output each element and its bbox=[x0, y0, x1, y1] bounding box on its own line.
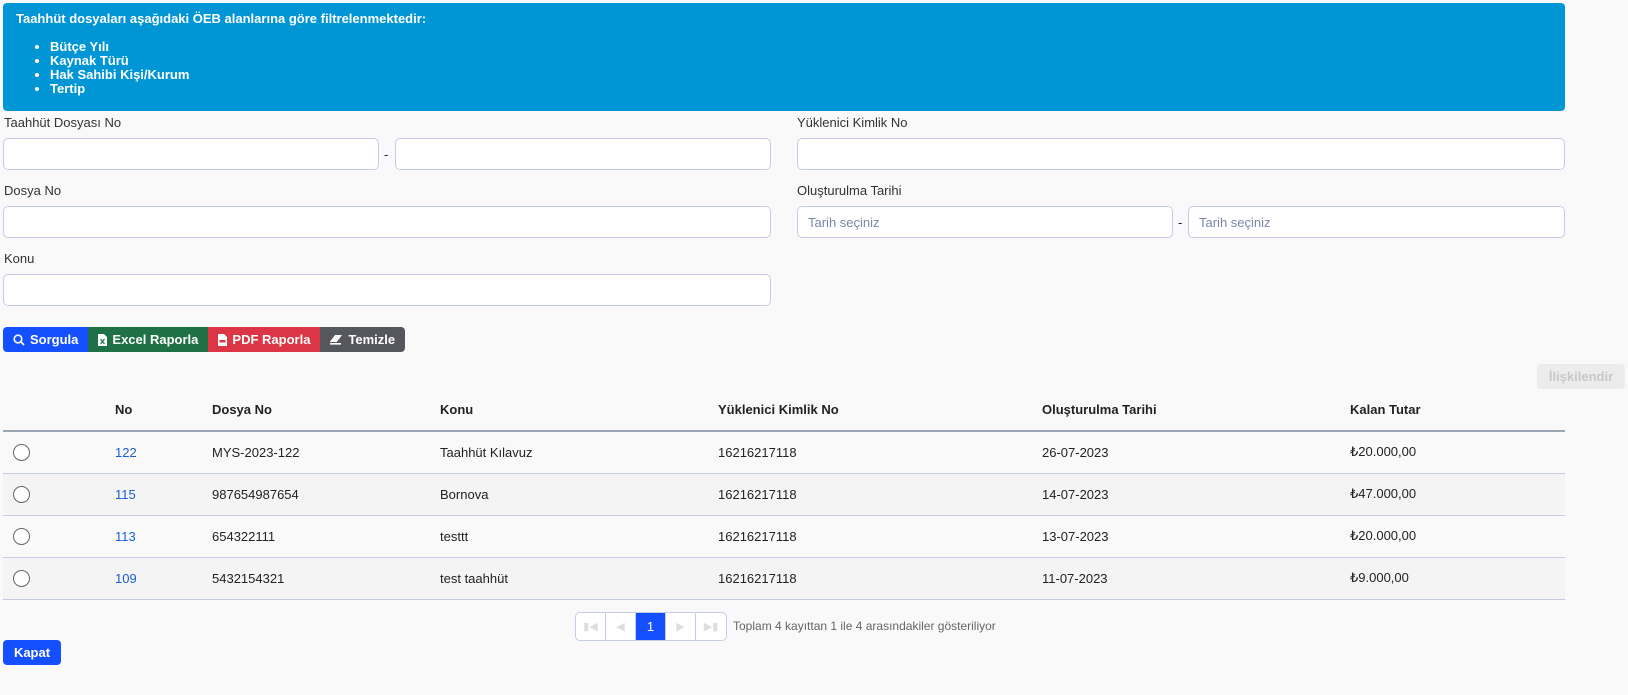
tarih-end-input[interactable] bbox=[1188, 206, 1565, 238]
cell-yuklenici: 16216217118 bbox=[718, 515, 1042, 558]
tarih-start-input[interactable] bbox=[797, 206, 1173, 238]
yuklenici-kimlik-input[interactable] bbox=[797, 138, 1565, 170]
action-button-group: Sorgula Excel Raporla PDF Raporla Temizl… bbox=[3, 327, 406, 352]
pdf-label: PDF Raporla bbox=[232, 332, 311, 347]
cell-no: 113 bbox=[115, 515, 212, 558]
iliskilendir-button[interactable]: İlişkilendir bbox=[1537, 364, 1625, 389]
cell-tarih: 11-07-2023 bbox=[1042, 557, 1350, 600]
cell-yuklenici: 16216217118 bbox=[718, 557, 1042, 600]
banner-item: Tertip bbox=[50, 82, 1552, 96]
dosya-no-label: Dosya No bbox=[4, 183, 62, 198]
dosya-no-input[interactable] bbox=[3, 206, 771, 238]
pdf-button[interactable]: PDF Raporla bbox=[208, 327, 321, 352]
cell-tarih: 14-07-2023 bbox=[1042, 473, 1350, 516]
row-select-cell bbox=[3, 473, 115, 516]
cell-no: 115 bbox=[115, 473, 212, 516]
eraser-icon bbox=[330, 334, 343, 345]
cell-konu: Taahhüt Kılavuz bbox=[440, 431, 718, 474]
file-excel-icon bbox=[98, 333, 108, 346]
taahhut-no-end-input[interactable] bbox=[395, 138, 771, 170]
taahhut-no-label: Taahhüt Dosyası No bbox=[4, 115, 122, 130]
cell-konu: testtt bbox=[440, 515, 718, 558]
cell-yuklenici: 16216217118 bbox=[718, 431, 1042, 474]
row-no-link[interactable]: 113 bbox=[115, 528, 136, 544]
sorgula-label: Sorgula bbox=[30, 332, 79, 347]
cell-kalan-tutar: ₺47.000,00 bbox=[1350, 473, 1565, 516]
konu-input[interactable] bbox=[3, 274, 771, 306]
konu-label: Konu bbox=[4, 251, 35, 266]
row-no-link[interactable]: 109 bbox=[115, 570, 137, 586]
prev-page-button[interactable]: ◀ bbox=[606, 613, 636, 640]
cell-konu: test taahhüt bbox=[440, 557, 718, 600]
cell-dosya-no: 654322111 bbox=[212, 515, 440, 558]
cell-tarih: 13-07-2023 bbox=[1042, 515, 1350, 558]
cell-tarih: 26-07-2023 bbox=[1042, 431, 1350, 474]
cell-kalan-tutar: ₺9.000,00 bbox=[1350, 557, 1565, 600]
banner-item: Bütçe Yılı bbox=[50, 40, 1552, 54]
cell-kalan-tutar: ₺20.000,00 bbox=[1350, 515, 1565, 558]
taahhut-no-start-input[interactable] bbox=[3, 138, 379, 170]
sorgula-button[interactable]: Sorgula bbox=[3, 327, 89, 352]
header-tarih[interactable]: Oluşturulma Tarihi bbox=[1042, 389, 1350, 432]
row-select-cell bbox=[3, 515, 115, 558]
pagination: ▮◀ ◀ 1 ▶ ▶▮ bbox=[575, 612, 727, 641]
table-row[interactable]: 113 654322111 testtt 16216217118 13-07-2023 ₺… bbox=[3, 515, 1565, 558]
banner-title: Taahhüt dosyaları aşağıdaki ÖEB alanları… bbox=[16, 11, 427, 26]
excel-button[interactable]: Excel Raporla bbox=[88, 327, 209, 352]
banner-list: Bütçe Yılı Kaynak Türü Hak Sahibi Kişi/K… bbox=[16, 40, 1552, 96]
header-dosya-no[interactable]: Dosya No bbox=[212, 389, 440, 432]
header-select bbox=[3, 389, 115, 432]
cell-konu: Bornova bbox=[440, 473, 718, 516]
header-yuklenici[interactable]: Yüklenici Kimlik No bbox=[718, 389, 1042, 432]
page-1-button[interactable]: 1 bbox=[636, 613, 666, 640]
header-konu[interactable]: Konu bbox=[440, 389, 718, 432]
row-radio[interactable] bbox=[13, 527, 30, 545]
yuklenici-label: Yüklenici Kimlik No bbox=[797, 115, 908, 130]
pagination-info: Toplam 4 kayıttan 1 ile 4 arasındakiler … bbox=[733, 619, 996, 633]
row-select-cell bbox=[3, 431, 115, 474]
row-radio[interactable] bbox=[13, 485, 30, 503]
last-page-button[interactable]: ▶▮ bbox=[703, 621, 719, 633]
row-select-cell bbox=[3, 557, 115, 600]
temizle-label: Temizle bbox=[348, 332, 396, 347]
row-no-link[interactable]: 122 bbox=[115, 444, 137, 460]
row-radio[interactable] bbox=[13, 569, 30, 587]
tarih-label: Oluşturulma Tarihi bbox=[797, 183, 902, 198]
kapat-button[interactable]: Kapat bbox=[3, 640, 61, 665]
row-radio[interactable] bbox=[13, 443, 30, 461]
cell-kalan-tutar: ₺20.000,00 bbox=[1350, 431, 1565, 474]
file-pdf-icon bbox=[218, 333, 228, 346]
table-row[interactable]: 122 MYS-2023-122 Taahhüt Kılavuz 1621621711… bbox=[3, 431, 1565, 474]
cell-yuklenici: 16216217118 bbox=[718, 473, 1042, 516]
table-row[interactable]: 115 987654987654 Bornova 16216217118 14-07-2… bbox=[3, 473, 1565, 516]
banner-item: Hak Sahibi Kişi/Kurum bbox=[50, 68, 1552, 82]
temizle-button[interactable]: Temizle bbox=[320, 327, 406, 352]
first-page-button[interactable]: ▮◀ bbox=[576, 613, 606, 640]
cell-dosya-no: MYS-2023-122 bbox=[212, 431, 440, 474]
range-separator: - bbox=[384, 147, 389, 162]
cell-no: 122 bbox=[115, 431, 212, 474]
cell-dosya-no: 5432154321 bbox=[212, 557, 440, 600]
cell-no: 109 bbox=[115, 557, 212, 600]
banner-item: Kaynak Türü bbox=[50, 54, 1552, 68]
filter-info-banner: Taahhüt dosyaları aşağıdaki ÖEB alanları… bbox=[3, 3, 1565, 111]
search-icon bbox=[13, 333, 25, 346]
table-header-row: No Dosya No Konu Yüklenici Kimlik No Olu… bbox=[3, 389, 1565, 432]
header-no[interactable]: No bbox=[115, 389, 212, 432]
table-row[interactable]: 109 5432154321 test taahhüt 16216217118 11-0… bbox=[3, 557, 1565, 600]
next-page-button[interactable]: ▶ bbox=[666, 613, 696, 640]
excel-label: Excel Raporla bbox=[112, 332, 199, 347]
taahhut-table: No Dosya No Konu Yüklenici Kimlik No Olu… bbox=[3, 389, 1565, 600]
cell-dosya-no: 987654987654 bbox=[212, 473, 440, 516]
header-kalan-tutar[interactable]: Kalan Tutar bbox=[1350, 389, 1565, 432]
range-separator: - bbox=[1178, 215, 1183, 230]
row-no-link[interactable]: 115 bbox=[115, 486, 136, 502]
